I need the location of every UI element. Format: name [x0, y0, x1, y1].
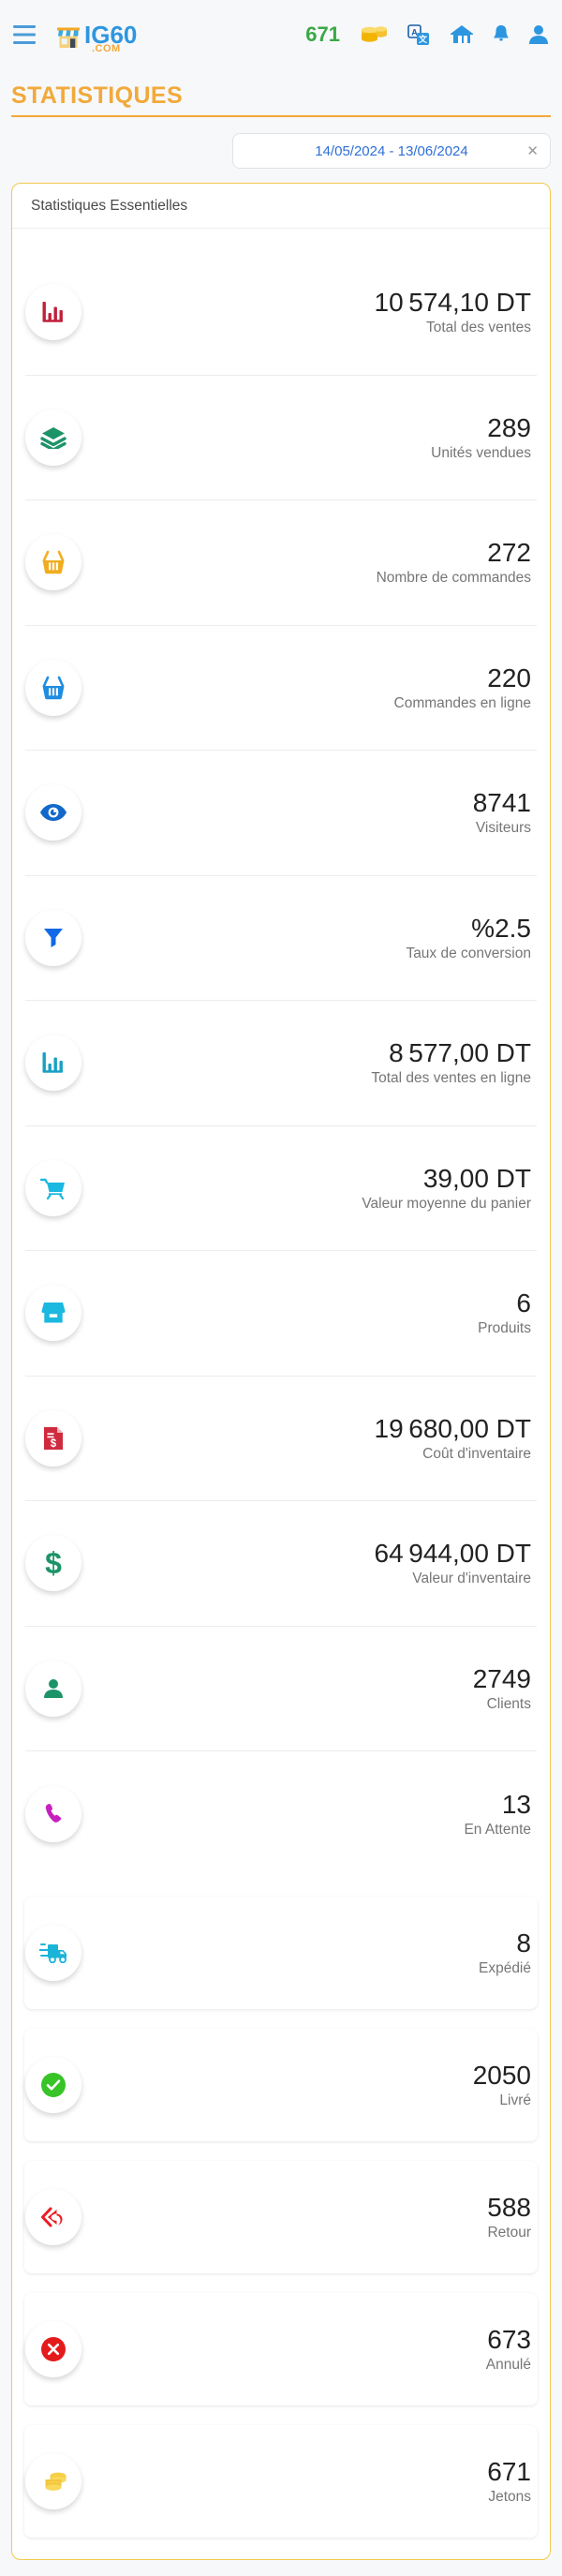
svg-text:$: $ [51, 1438, 57, 1450]
svg-text:文: 文 [418, 34, 428, 44]
